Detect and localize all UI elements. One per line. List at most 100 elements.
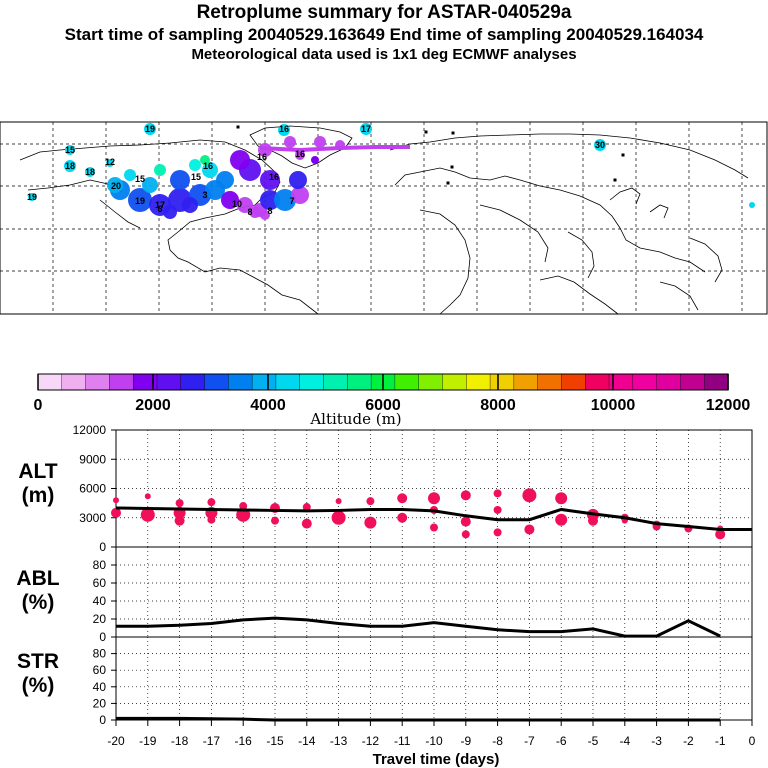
x-tick-label: -16: [235, 734, 253, 748]
altitude-point: [555, 513, 568, 526]
str-unit: (%): [22, 674, 55, 697]
x-tick-label: -17: [203, 734, 221, 748]
altitude-point: [175, 499, 184, 508]
colorbar-cell: [85, 373, 111, 391]
abl-unit: (%): [22, 591, 55, 614]
y-tick-label: 60: [93, 576, 107, 590]
y-tick-label: 9000: [79, 452, 106, 466]
y-tick-label: 0: [99, 713, 106, 727]
altitude-point: [301, 518, 312, 529]
plume-day-label: 8: [267, 206, 272, 216]
altitude-point: [397, 493, 408, 504]
x-tick-label: -20: [107, 734, 125, 748]
altitude-point: [207, 498, 216, 507]
colorbar-tick-label: 10000: [591, 397, 636, 414]
plume-day-label: 12: [105, 157, 115, 167]
altitude-point: [524, 524, 535, 535]
x-tick-label: -15: [266, 734, 284, 748]
altitude-point: [493, 489, 502, 498]
mean-altitude-line: [115, 506, 752, 531]
x-tick-label: -14: [298, 734, 316, 748]
y-tick-label: 80: [93, 647, 107, 661]
colorbar-cell: [251, 373, 277, 391]
altitude-point: [460, 490, 471, 501]
altitude-point: [366, 497, 375, 506]
plume-day-label: 8: [247, 207, 252, 217]
plume-day-label: 15: [65, 145, 75, 155]
colorbar-cell: [394, 373, 420, 391]
str-panel: STR (%) 0 20 40 60 80: [17, 636, 753, 727]
plume-day-label: 16: [257, 152, 267, 162]
plume-day-label: 7: [289, 196, 294, 206]
altitude-point: [113, 497, 119, 504]
plume-day-label: 15: [191, 172, 201, 182]
y-tick-label: 40: [93, 594, 107, 608]
altitude-point: [140, 507, 155, 522]
colorbar-cell: [704, 373, 729, 391]
y-tick-label: 40: [93, 680, 107, 694]
x-tick-label: -2: [683, 734, 694, 748]
y-tick-label: 20: [93, 696, 107, 710]
altitude-point: [144, 493, 151, 500]
altitude-point: [335, 498, 342, 505]
colorbar-cell: [680, 373, 705, 391]
x-axis-label: Travel time (days): [373, 751, 500, 768]
plume-day-label: 18: [85, 167, 95, 177]
x-tick-label: -18: [171, 734, 189, 748]
colorbar-cell: [323, 373, 349, 391]
plume-day-label: 17: [361, 124, 371, 134]
colorbar-cell: [489, 373, 515, 391]
altitude-point: [493, 505, 502, 514]
colorbar-cell: [204, 373, 230, 391]
plume-day-label: 15: [135, 174, 145, 184]
x-tick-label: 0: [749, 734, 756, 748]
abl-panel: ABL (%) 0 20 40 60 80: [16, 546, 753, 644]
colorbar-cell: [537, 373, 563, 391]
x-tick-label: -4: [619, 734, 630, 748]
colorbar-tick-label: 6000: [365, 397, 401, 414]
plume-day-label: 16: [279, 124, 289, 134]
colorbar-tick-label: 0: [34, 397, 43, 414]
plume-day-label: 30: [595, 140, 605, 150]
str-line: [116, 716, 721, 722]
plume-day-label: 17: [155, 200, 165, 210]
altitude-point: [174, 515, 185, 526]
altitude-point: [331, 510, 346, 525]
altitude-point: [555, 492, 568, 505]
altitude-point: [588, 515, 598, 526]
plume-day-label: 19: [145, 124, 155, 134]
x-tick-label: -8: [492, 734, 503, 748]
altitude-point: [715, 529, 726, 540]
alt-panel: ALT (m) 0 3000 6000 9000 12000: [18, 423, 753, 554]
colorbar-tick-label: 8000: [480, 397, 516, 414]
x-tick-label: -7: [524, 734, 535, 748]
y-tick-label: 0: [99, 540, 106, 554]
x-axis-ticks: -20 -19 -18 -17 -16 -15 -14 -13 -12 -11 -10 -9 -8 -7-…: [107, 720, 756, 748]
altitude-point: [522, 488, 537, 503]
y-tick-label: 12000: [73, 423, 107, 437]
y-tick-label: 20: [93, 612, 107, 626]
sampling-times: Start time of sampling 20040529.163649 E…: [64, 25, 704, 44]
x-tick-label: -6: [556, 734, 567, 748]
altitude-point: [111, 507, 121, 518]
plume-trajectory: [28, 123, 755, 220]
colorbar-cell: [442, 373, 467, 391]
colorbar-label: Altitude (m): [309, 410, 401, 428]
x-tick-label: -9: [460, 734, 471, 748]
altitude-point: [364, 516, 377, 529]
y-tick-label: 0: [99, 630, 106, 644]
altitude-point: [239, 502, 248, 511]
colorbar-tick-label: 12000: [706, 397, 751, 414]
colorbar-cell: [418, 373, 444, 391]
colorbar-cell: [632, 373, 658, 391]
altitude-point: [207, 515, 216, 524]
map-frame: [0, 121, 768, 315]
x-tick-label: -5: [588, 734, 599, 748]
abl-line: [116, 616, 721, 638]
abl-title: ABL: [16, 567, 59, 590]
y-tick-label: 3000: [79, 511, 106, 525]
x-tick-label: -11: [394, 734, 411, 748]
altitude-point: [397, 512, 408, 523]
